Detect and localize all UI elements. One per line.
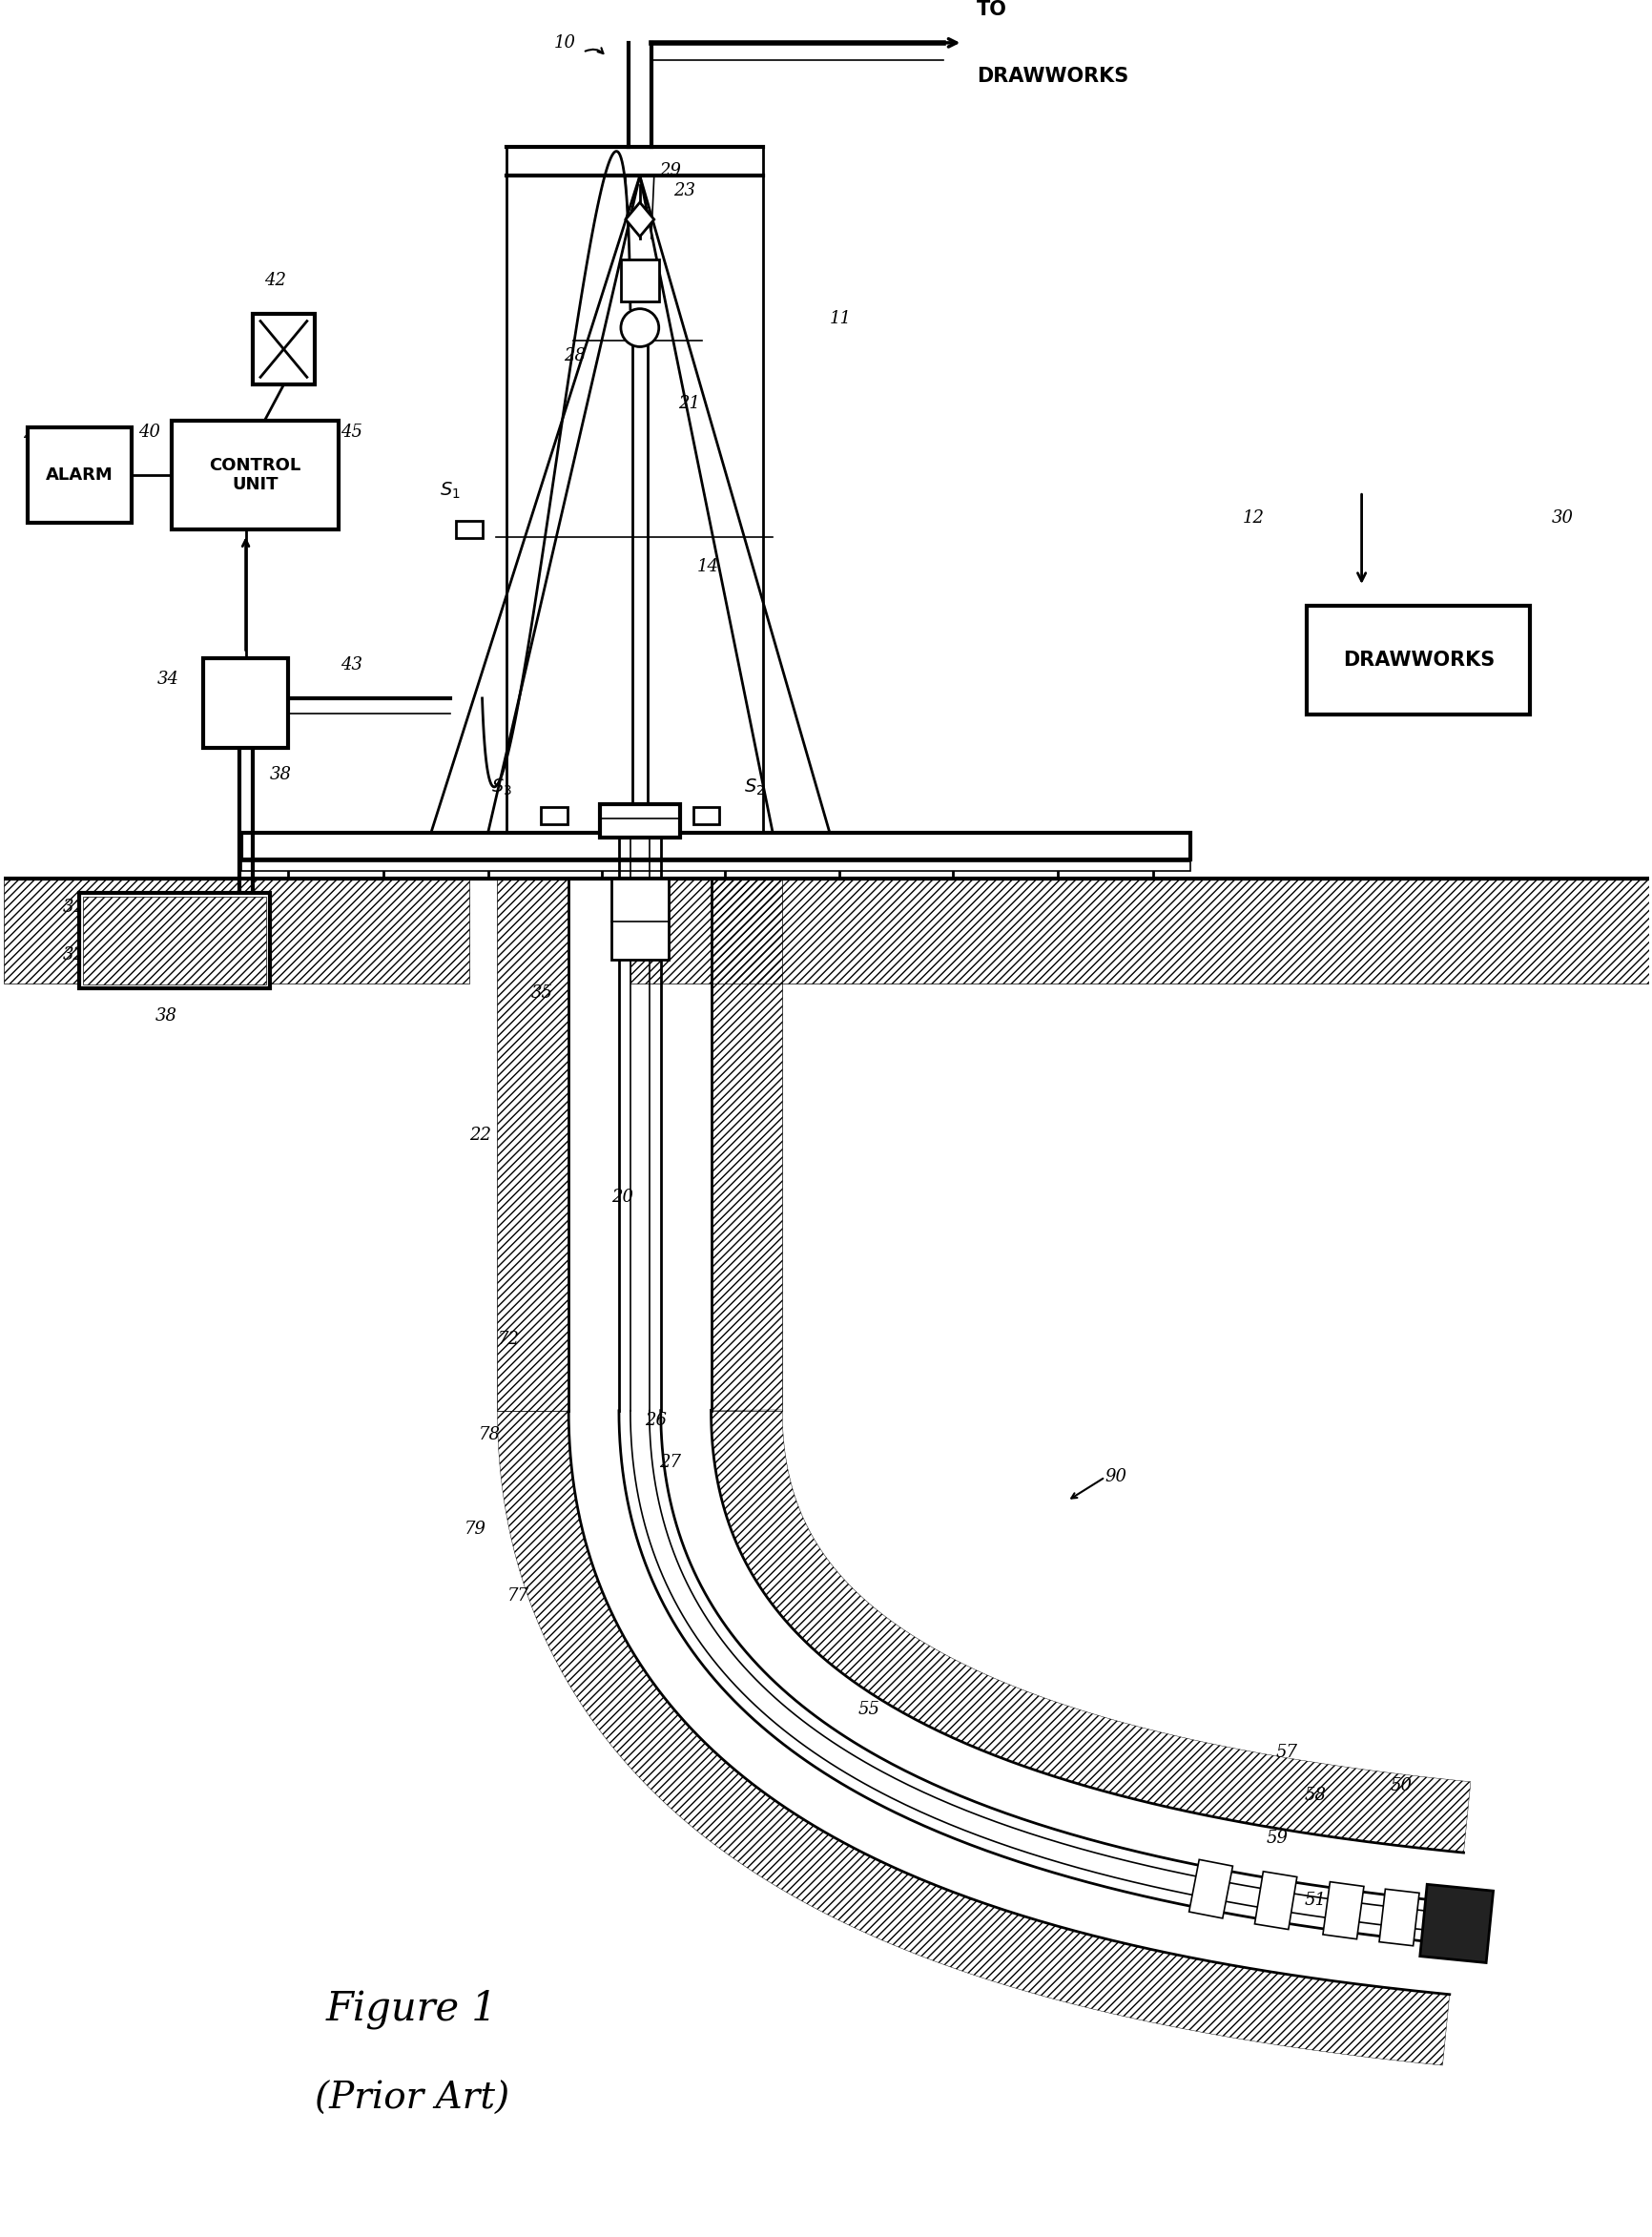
Text: 10: 10 xyxy=(553,34,577,51)
Text: 58: 58 xyxy=(1303,1787,1327,1803)
Text: 32: 32 xyxy=(63,946,84,964)
Text: 22: 22 xyxy=(469,1127,491,1143)
Bar xyxy=(241,861,1189,870)
Text: 28: 28 xyxy=(563,347,585,365)
Text: 50: 50 xyxy=(1389,1776,1411,1794)
Text: 45: 45 xyxy=(340,423,362,441)
Text: DRAWWORKS: DRAWWORKS xyxy=(976,67,1128,85)
Text: 23: 23 xyxy=(672,183,694,199)
Text: 31: 31 xyxy=(63,899,84,915)
Text: 77: 77 xyxy=(507,1588,529,1604)
Text: 43: 43 xyxy=(340,655,362,673)
Bar xyxy=(1307,606,1530,716)
Bar xyxy=(203,658,289,747)
Bar xyxy=(611,879,667,960)
Text: 57: 57 xyxy=(1275,1745,1297,1761)
Text: 38: 38 xyxy=(155,1009,177,1025)
Text: 34: 34 xyxy=(157,671,178,687)
Text: 35: 35 xyxy=(530,984,552,1002)
Text: $S_1$: $S_1$ xyxy=(439,481,459,501)
Bar xyxy=(79,893,269,989)
Text: 27: 27 xyxy=(659,1454,681,1472)
Text: CONTROL
UNIT: CONTROL UNIT xyxy=(210,456,301,494)
Text: 42: 42 xyxy=(264,271,286,289)
Text: 90: 90 xyxy=(1105,1467,1127,1485)
Polygon shape xyxy=(1419,1884,1492,1962)
Text: 79: 79 xyxy=(464,1521,486,1537)
Text: $S_3$: $S_3$ xyxy=(491,776,512,799)
Polygon shape xyxy=(1188,1859,1232,1919)
Text: 14: 14 xyxy=(697,559,719,575)
Bar xyxy=(692,808,719,825)
Bar xyxy=(172,421,339,530)
Bar xyxy=(241,832,1189,859)
Text: 20: 20 xyxy=(611,1188,633,1206)
Polygon shape xyxy=(1254,1872,1297,1931)
Circle shape xyxy=(621,309,659,347)
Text: 12: 12 xyxy=(1242,510,1264,526)
Bar xyxy=(456,521,482,537)
Bar xyxy=(540,808,567,825)
Text: Figure 1: Figure 1 xyxy=(325,1989,497,2029)
Bar xyxy=(83,897,266,984)
Bar xyxy=(26,427,132,523)
Polygon shape xyxy=(1322,1881,1363,1939)
Text: 38: 38 xyxy=(269,765,291,783)
Text: (Prior Art): (Prior Art) xyxy=(314,2083,509,2116)
Text: 21: 21 xyxy=(677,396,699,412)
Text: 51: 51 xyxy=(1303,1890,1327,1908)
Text: 30: 30 xyxy=(1551,510,1573,526)
Bar xyxy=(253,313,314,385)
Text: 72: 72 xyxy=(497,1331,519,1349)
Polygon shape xyxy=(1378,1888,1419,1946)
Text: 78: 78 xyxy=(477,1425,501,1443)
Bar xyxy=(600,805,679,839)
Text: TO: TO xyxy=(976,0,1006,20)
Text: $S_2$: $S_2$ xyxy=(743,776,763,799)
Text: DRAWWORKS: DRAWWORKS xyxy=(1341,651,1493,669)
Text: 40: 40 xyxy=(139,423,160,441)
Text: 11: 11 xyxy=(829,309,851,327)
Bar xyxy=(621,259,659,302)
Polygon shape xyxy=(624,201,654,237)
Text: 29: 29 xyxy=(659,163,681,179)
Text: ALARM: ALARM xyxy=(46,465,114,483)
Text: 59: 59 xyxy=(1265,1830,1289,1846)
Text: 55: 55 xyxy=(857,1700,881,1718)
Text: 44: 44 xyxy=(23,430,45,445)
Text: 26: 26 xyxy=(644,1412,666,1429)
